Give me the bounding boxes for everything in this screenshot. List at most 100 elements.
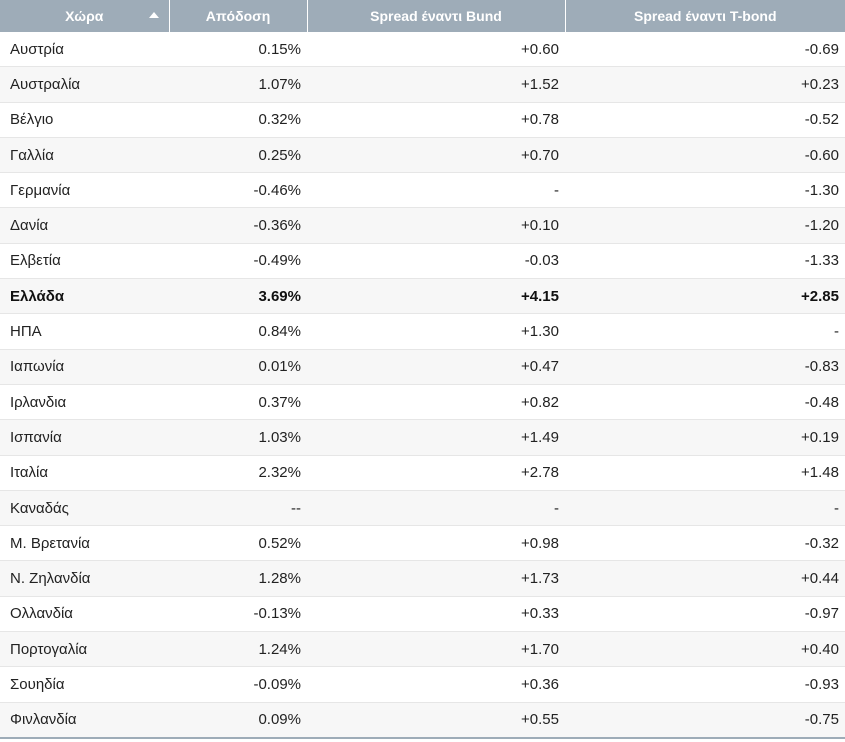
spread-tbond-cell: -0.32 [565, 525, 845, 562]
yield-cell: 0.25% [169, 137, 307, 174]
header-spread-tbond[interactable]: Spread έναντι T-bond [565, 0, 845, 32]
table-row: Ιταλία 2.32% +2.78 +1.48 [0, 455, 845, 491]
country-cell: Σουηδία [0, 666, 169, 703]
header-country[interactable]: Χώρα [0, 0, 170, 32]
yield-cell: -- [169, 490, 307, 527]
country-cell: Δανία [0, 207, 169, 244]
table-row: Ν. Ζηλανδία 1.28% +1.73 +0.44 [0, 560, 845, 597]
country-cell: Ελλάδα [0, 278, 169, 315]
yield-cell: 1.07% [169, 66, 307, 103]
spread-bund-cell: - [307, 172, 565, 209]
spread-bund-cell: +0.70 [307, 137, 565, 174]
table-row: Δανία -0.36% +0.10 -1.20 [0, 207, 845, 244]
yield-cell: -0.49% [169, 243, 307, 280]
spread-tbond-cell: +0.19 [565, 419, 845, 456]
spread-tbond-cell: -0.48 [565, 384, 845, 421]
table-row: Ελλάδα 3.69% +4.15 +2.85 [0, 278, 845, 315]
yield-cell: -0.13% [169, 596, 307, 633]
table-row: Σουηδία -0.09% +0.36 -0.93 [0, 666, 845, 703]
yield-cell: -0.36% [169, 207, 307, 244]
spread-tbond-cell: -0.75 [565, 702, 845, 739]
spread-tbond-cell: +1.48 [565, 455, 845, 491]
country-cell: ΗΠΑ [0, 313, 169, 350]
table-row: Φινλανδία 0.09% +0.55 -0.75 [0, 702, 845, 739]
spread-bund-cell: +4.15 [307, 278, 565, 315]
spread-tbond-cell: +0.44 [565, 560, 845, 597]
table-row: Ελβετία -0.49% -0.03 -1.33 [0, 243, 845, 280]
spread-tbond-cell: -0.52 [565, 102, 845, 138]
yield-cell: 0.37% [169, 384, 307, 421]
header-spread-bund[interactable]: Spread έναντι Bund [307, 0, 566, 32]
spread-bund-cell: +0.47 [307, 349, 565, 385]
spread-tbond-cell: +0.23 [565, 66, 845, 103]
spread-tbond-cell: -0.69 [565, 32, 845, 68]
table-row: Μ. Βρετανία 0.52% +0.98 -0.32 [0, 525, 845, 562]
yield-cell: 0.09% [169, 702, 307, 739]
yield-cell: 1.24% [169, 631, 307, 668]
country-cell: Ν. Ζηλανδία [0, 560, 169, 597]
table-row: Πορτογαλία 1.24% +1.70 +0.40 [0, 631, 845, 668]
yield-cell: 1.28% [169, 560, 307, 597]
header-spread-bund-label: Spread έναντι Bund [370, 8, 502, 24]
yield-cell: -0.09% [169, 666, 307, 703]
header-yield-label: Απόδοση [205, 8, 271, 24]
table-row: Αυστραλία 1.07% +1.52 +0.23 [0, 66, 845, 103]
table-row: Αυστρία 0.15% +0.60 -0.69 [0, 32, 845, 68]
spread-bund-cell: +2.78 [307, 455, 565, 491]
spread-bund-cell: +0.78 [307, 102, 565, 138]
header-yield[interactable]: Απόδοση [169, 0, 308, 32]
country-cell: Γαλλία [0, 137, 169, 174]
spread-bund-cell: +0.98 [307, 525, 565, 562]
yield-cell: 0.32% [169, 102, 307, 138]
country-cell: Ιρλανδια [0, 384, 169, 421]
table-body: Αυστρία 0.15% +0.60 -0.69 Αυστραλία 1.07% +1.5… [0, 32, 845, 739]
spread-tbond-cell: -0.97 [565, 596, 845, 633]
table-row: Ιαπωνία 0.01% +0.47 -0.83 [0, 349, 845, 385]
sort-ascending-icon [148, 12, 159, 18]
spread-tbond-cell: -0.93 [565, 666, 845, 703]
country-cell: Ισπανία [0, 419, 169, 456]
spread-bund-cell: +0.60 [307, 32, 565, 68]
country-cell: Γερμανία [0, 172, 169, 209]
spread-bund-cell: +1.52 [307, 66, 565, 103]
yield-cell: 0.15% [169, 32, 307, 68]
spread-tbond-cell: - [565, 313, 845, 350]
table-row: Ολλανδία -0.13% +0.33 -0.97 [0, 596, 845, 633]
spread-tbond-cell: - [565, 490, 845, 527]
spread-bund-cell: +1.73 [307, 560, 565, 597]
spread-bund-cell: +1.30 [307, 313, 565, 350]
table-row: Ισπανία 1.03% +1.49 +0.19 [0, 419, 845, 456]
spread-tbond-cell: -0.83 [565, 349, 845, 385]
spread-tbond-cell: +2.85 [565, 278, 845, 315]
country-cell: Καναδάς [0, 490, 169, 527]
table-row: Ιρλανδια 0.37% +0.82 -0.48 [0, 384, 845, 421]
table-row: Γερμανία -0.46% - -1.30 [0, 172, 845, 209]
spread-tbond-cell: -1.30 [565, 172, 845, 209]
table-row: Βέλγιο 0.32% +0.78 -0.52 [0, 102, 845, 138]
yield-cell: 0.84% [169, 313, 307, 350]
country-cell: Βέλγιο [0, 102, 169, 138]
country-cell: Μ. Βρετανία [0, 525, 169, 562]
header-country-label: Χώρα [65, 8, 104, 24]
yield-cell: 0.52% [169, 525, 307, 562]
spread-bund-cell: -0.03 [307, 243, 565, 280]
spread-bund-cell: +0.36 [307, 666, 565, 703]
yield-cell: 1.03% [169, 419, 307, 456]
header-spread-tbond-label: Spread έναντι T-bond [633, 8, 777, 24]
country-cell: Ολλανδία [0, 596, 169, 633]
country-cell: Φινλανδία [0, 702, 169, 739]
spread-tbond-cell: -1.33 [565, 243, 845, 280]
spread-tbond-cell: -0.60 [565, 137, 845, 174]
spread-bund-cell: +0.82 [307, 384, 565, 421]
spread-tbond-cell: -1.20 [565, 207, 845, 244]
table-row: ΗΠΑ 0.84% +1.30- [0, 313, 845, 350]
spread-bund-cell: - [307, 490, 565, 527]
spread-tbond-cell: +0.40 [565, 631, 845, 668]
country-cell: Ιταλία [0, 455, 169, 491]
spread-bund-cell: +1.70 [307, 631, 565, 668]
country-cell: Πορτογαλία [0, 631, 169, 668]
country-cell: Αυστραλία [0, 66, 169, 103]
table-row: Γαλλία 0.25% +0.70 -0.60 [0, 137, 845, 174]
country-cell: Ιαπωνία [0, 349, 169, 385]
